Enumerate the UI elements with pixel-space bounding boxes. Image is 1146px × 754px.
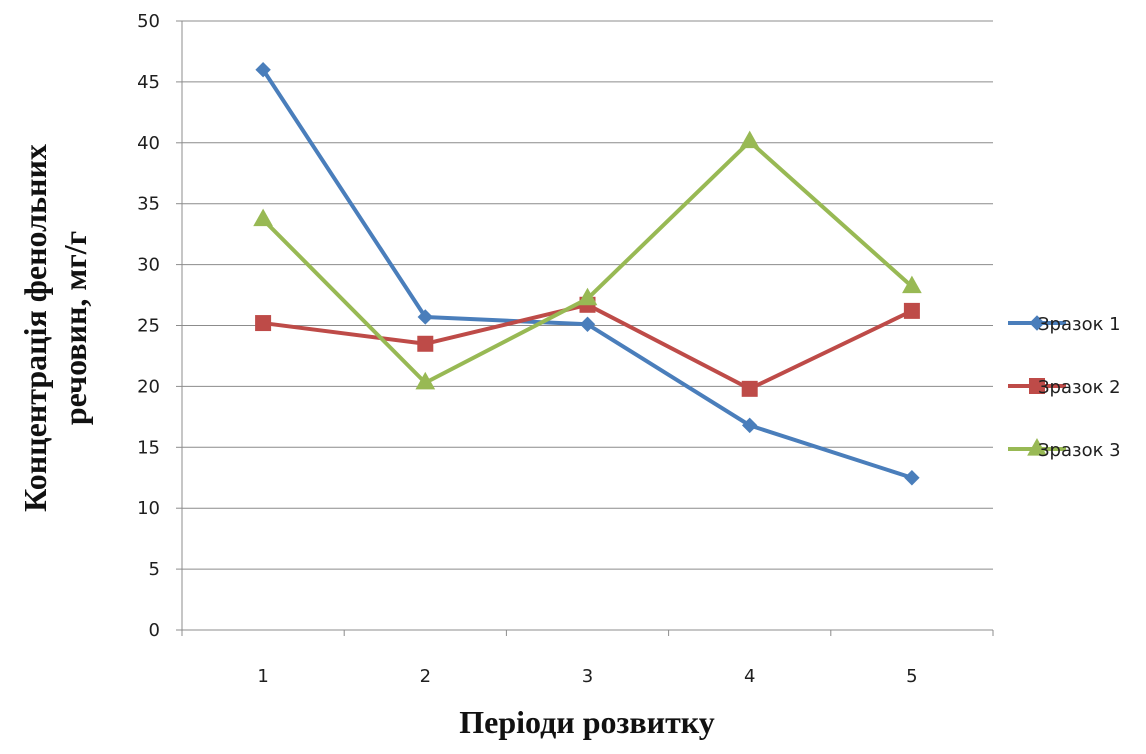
legend: Зразок 1 Зразок 2 Зразок 3: [1008, 314, 1121, 461]
legend-marker: [1027, 438, 1047, 456]
x-tick-label: 4: [744, 666, 755, 687]
x-tick-labels: 1 2 3 4 5: [257, 666, 917, 687]
y-tick-label: 10: [137, 498, 160, 519]
series-1: [255, 62, 920, 486]
series-line: [261, 139, 914, 385]
data-point: [579, 316, 596, 332]
y-tick-label: 50: [137, 11, 160, 32]
x-axis-title: Періоди розвитку: [459, 704, 715, 740]
y-tick-labels: 0 5 10 15 20 25 30 35 40 45 50: [137, 11, 160, 641]
legend-item: Зразок 3: [1008, 438, 1121, 461]
series-3: [253, 130, 922, 390]
y-tick-label: 45: [137, 72, 160, 93]
data-point: [253, 208, 273, 227]
data-point: [255, 315, 272, 332]
data-point: [577, 287, 598, 306]
legend-marker: [1029, 315, 1045, 331]
x-tick-label: 1: [257, 666, 268, 687]
y-tick-label: 35: [137, 194, 160, 215]
y-tick-label: 25: [137, 316, 160, 337]
data-point: [417, 309, 434, 325]
legend-marker: [1029, 378, 1045, 394]
legend-label: Зразок 3: [1038, 440, 1121, 461]
y-tick-label: 15: [137, 437, 160, 458]
y-tick-label: 0: [149, 620, 160, 641]
data-point: [741, 417, 758, 434]
y-tick-label: 30: [137, 255, 160, 276]
data-point: [415, 371, 436, 390]
data-point: [417, 335, 434, 352]
axes: [176, 20, 994, 636]
y-axis-title-line-2: речовин, мг/г: [57, 231, 93, 425]
legend-label: Зразок 1: [1038, 314, 1121, 335]
y-tick-label: 40: [137, 133, 160, 154]
data-point: [255, 62, 271, 78]
data-point: [903, 302, 920, 319]
y-axis-title-line-1: Концентрація фенольних: [17, 144, 53, 512]
series-line: [261, 67, 914, 480]
data-point: [741, 380, 758, 397]
y-tick-label: 5: [149, 559, 160, 580]
data-point: [739, 130, 760, 149]
y-tick-label: 20: [137, 376, 160, 397]
x-tick-label: 5: [906, 666, 917, 687]
legend-item: Зразок 2: [1008, 377, 1121, 398]
x-tick-label: 3: [582, 666, 593, 687]
series-lines: [253, 62, 922, 486]
x-tick-label: 2: [420, 666, 431, 687]
legend-item: Зразок 1: [1008, 314, 1121, 335]
data-point: [904, 470, 920, 486]
legend-label: Зразок 2: [1038, 377, 1121, 398]
data-point: [902, 275, 922, 294]
